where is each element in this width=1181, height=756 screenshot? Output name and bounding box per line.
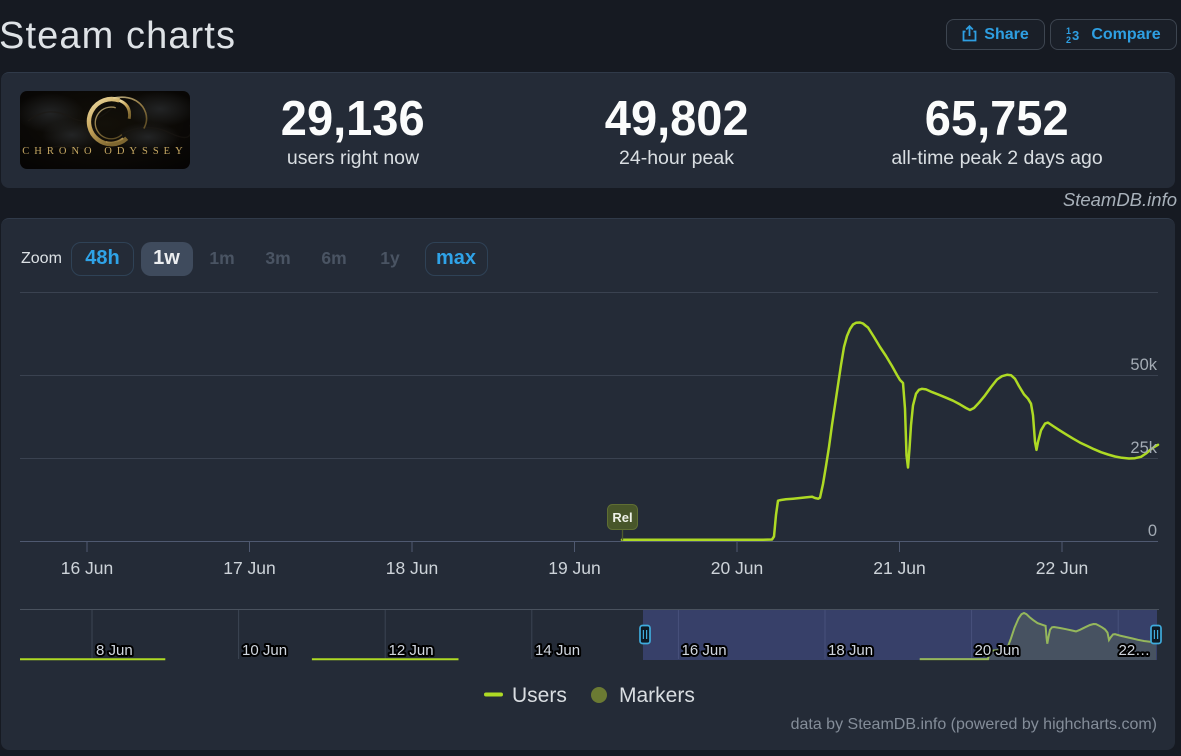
svg-text:16 Jun: 16 Jun <box>682 642 727 659</box>
svg-text:10 Jun: 10 Jun <box>242 642 287 659</box>
svg-text:22…: 22… <box>1119 642 1151 659</box>
svg-text:CHRONO ODYSSEY: CHRONO ODYSSEY <box>22 146 187 157</box>
svg-text:12 Jun: 12 Jun <box>389 642 434 659</box>
svg-text:8 Jun: 8 Jun <box>96 642 133 659</box>
svg-text:1: 1 <box>1066 26 1071 36</box>
svg-text:3: 3 <box>1072 28 1079 43</box>
svg-text:2: 2 <box>1066 35 1071 44</box>
svg-text:Rel: Rel <box>612 510 632 525</box>
svg-text:18 Jun: 18 Jun <box>828 642 873 659</box>
svg-text:20 Jun: 20 Jun <box>975 642 1020 659</box>
svg-text:14 Jun: 14 Jun <box>535 642 580 659</box>
